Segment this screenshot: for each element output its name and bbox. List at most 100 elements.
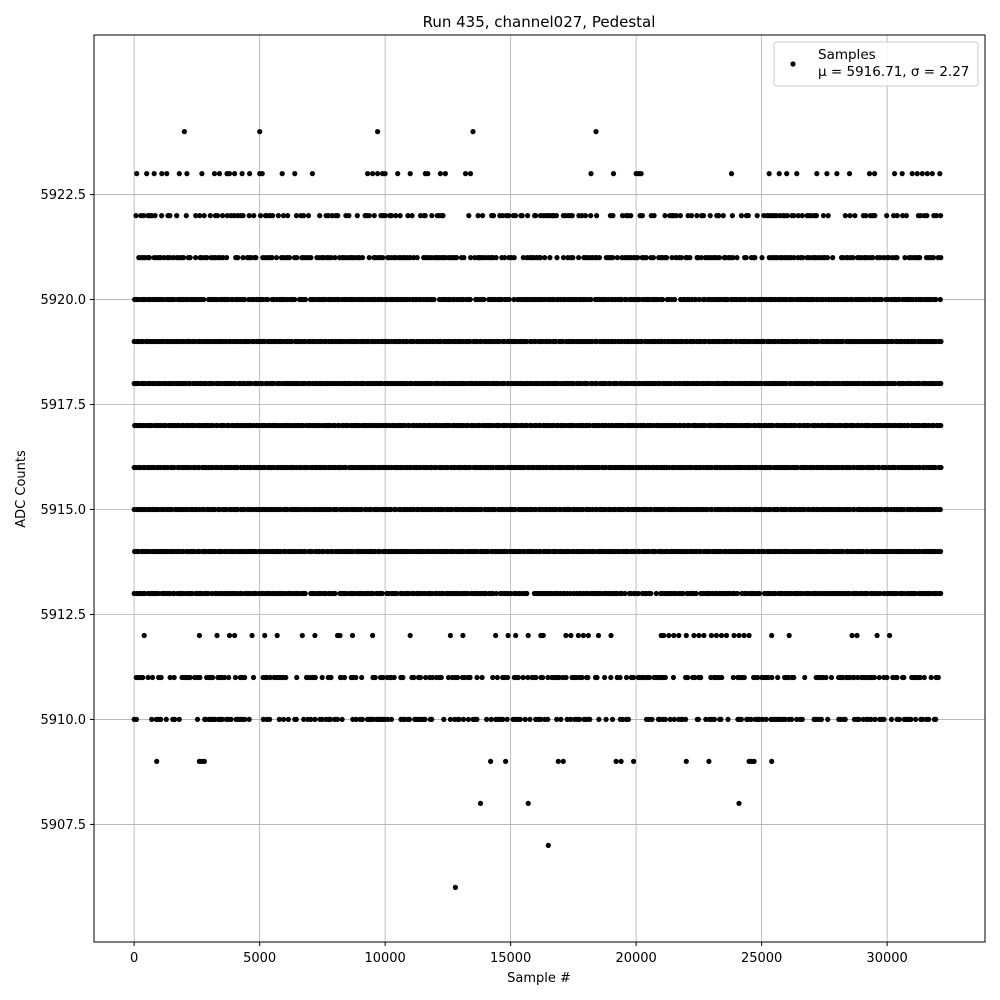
data-point [646, 674, 653, 681]
data-point [141, 632, 147, 639]
data-point [425, 171, 431, 177]
data-point [718, 632, 725, 639]
data-point [692, 674, 698, 681]
data-point [921, 674, 927, 681]
data-point [820, 213, 827, 219]
data-point [394, 590, 400, 597]
data-point [365, 171, 371, 177]
x-tick-label: 10000 [364, 951, 405, 966]
data-point [440, 213, 446, 219]
data-point [791, 255, 797, 261]
data-point [525, 213, 531, 219]
data-point [920, 716, 926, 723]
data-point [141, 213, 147, 219]
data-point [698, 674, 704, 681]
data-point [554, 255, 560, 261]
data-point [582, 213, 589, 219]
data-point [775, 674, 781, 681]
data-point [456, 716, 462, 723]
data-point [894, 213, 900, 219]
data-point [239, 171, 245, 177]
data-point [339, 716, 345, 723]
data-point [730, 674, 736, 681]
data-point [542, 255, 548, 261]
data-point [662, 213, 668, 219]
data-point [683, 632, 689, 639]
data-point [163, 716, 169, 723]
data-point [194, 716, 201, 723]
data-point [650, 255, 657, 261]
data-point [422, 716, 428, 723]
data-point [184, 171, 190, 177]
data-point [610, 213, 616, 219]
data-point [292, 296, 298, 303]
data-point [563, 674, 569, 681]
data-point [791, 674, 797, 681]
x-tick-label: 25000 [741, 951, 782, 966]
data-point [523, 338, 530, 345]
legend-marker [790, 61, 796, 67]
data-point [917, 255, 923, 261]
data-point [683, 716, 689, 723]
data-point [538, 716, 544, 723]
data-point [849, 632, 855, 639]
data-point [694, 213, 700, 219]
data-point [635, 255, 641, 261]
data-point [429, 213, 435, 219]
data-point [938, 548, 944, 555]
data-point [301, 716, 307, 723]
data-point [909, 171, 915, 177]
data-point [181, 129, 187, 135]
data-point [210, 674, 216, 681]
data-point [371, 213, 377, 219]
data-point [341, 674, 348, 681]
data-point [309, 171, 315, 177]
data-point [892, 380, 898, 387]
data-point [207, 213, 213, 219]
data-point [763, 716, 769, 723]
data-point [776, 171, 782, 177]
data-point [172, 716, 178, 723]
data-point [670, 674, 677, 681]
data-point [664, 255, 670, 261]
data-point [506, 296, 512, 303]
data-point [892, 171, 898, 177]
x-tick-label: 15000 [490, 951, 531, 966]
data-point [274, 632, 280, 639]
data-point [696, 296, 702, 303]
data-point [462, 171, 469, 177]
data-point [197, 213, 203, 219]
data-point [671, 632, 677, 639]
data-point [429, 716, 435, 723]
data-point [504, 674, 511, 681]
data-point [146, 255, 152, 261]
data-point [199, 171, 205, 177]
y-tick-label: 5915.0 [41, 503, 87, 518]
data-point [818, 716, 825, 723]
data-point [247, 171, 253, 177]
data-point [680, 590, 686, 597]
data-point [302, 296, 308, 303]
data-point [407, 632, 413, 639]
data-point [695, 716, 702, 723]
data-point [730, 255, 736, 261]
data-point [180, 255, 187, 261]
data-point [754, 213, 760, 219]
data-point [769, 758, 775, 765]
data-point [872, 213, 878, 219]
data-point [380, 674, 386, 681]
data-point [736, 632, 742, 639]
data-point [784, 171, 790, 177]
data-point [452, 884, 458, 891]
data-point [226, 632, 233, 639]
data-point [353, 674, 359, 681]
data-point [547, 255, 553, 261]
data-point [884, 213, 890, 219]
data-point [299, 632, 305, 639]
data-point [502, 255, 508, 261]
data-point [437, 171, 443, 177]
data-point [332, 590, 338, 597]
data-point [734, 590, 740, 597]
data-points [131, 129, 944, 891]
data-point [467, 171, 474, 177]
